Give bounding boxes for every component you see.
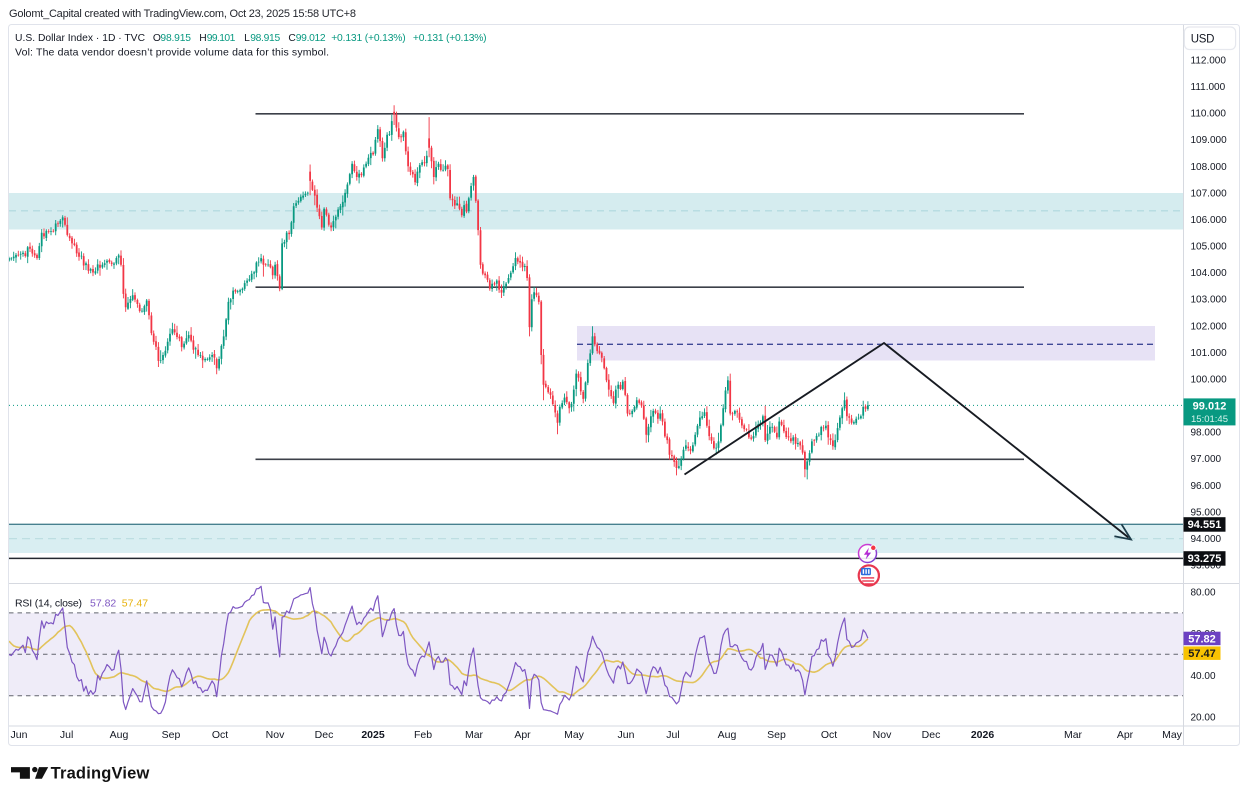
svg-text:99.012: 99.012 [296,33,326,44]
svg-text:98.915: 98.915 [160,33,191,44]
svg-text:99.012: 99.012 [1193,401,1227,413]
svg-text:108.000: 108.000 [1191,162,1228,173]
svg-text:93.000: 93.000 [1191,561,1222,572]
svg-text:Feb: Feb [414,729,432,741]
svg-text:2025: 2025 [361,729,385,741]
svg-text:102.000: 102.000 [1191,321,1228,332]
svg-text:C: C [288,33,296,44]
svg-text:Jul: Jul [666,729,679,741]
svg-text:Apr: Apr [1117,729,1134,741]
svg-text:Aug: Aug [110,729,129,741]
svg-text:110.000: 110.000 [1191,109,1227,120]
svg-text:Jun: Jun [11,729,28,741]
svg-text:O: O [153,33,161,44]
svg-text:96.000: 96.000 [1191,481,1222,492]
svg-text:Nov: Nov [873,729,892,741]
svg-text:Sep: Sep [162,729,181,741]
svg-text:20.00: 20.00 [1191,713,1216,724]
svg-text:Golomt_Capital created with Tr: Golomt_Capital created with TradingView.… [9,8,356,20]
svg-text:2026: 2026 [971,729,995,741]
svg-text:98.915: 98.915 [250,33,280,44]
svg-text:USD: USD [1191,34,1214,46]
svg-text:U.S. Dollar Index · 1D · TVC: U.S. Dollar Index · 1D · TVC [15,33,146,44]
svg-text:99.101: 99.101 [207,33,236,44]
svg-text:57.47: 57.47 [122,598,148,610]
svg-text:Jun: Jun [618,729,635,741]
svg-text:15:01:45: 15:01:45 [1191,414,1228,425]
svg-text:101.000: 101.000 [1191,348,1228,359]
svg-text:95.000: 95.000 [1191,507,1222,518]
svg-text:40.00: 40.00 [1191,671,1216,682]
svg-text:+0.131 (+0.13%): +0.131 (+0.13%) [413,33,487,44]
svg-text:Mar: Mar [1064,729,1083,741]
svg-text:Oct: Oct [821,729,837,741]
svg-text:107.000: 107.000 [1191,188,1228,199]
svg-text:Vol: The data vendor doesn’t p: Vol: The data vendor doesn’t provide vol… [15,47,329,59]
svg-text:Jul: Jul [60,729,73,741]
svg-text:Dec: Dec [315,729,334,741]
svg-text:Mar: Mar [465,729,484,741]
svg-text:57.82: 57.82 [1188,633,1216,645]
svg-text:112.000: 112.000 [1191,56,1227,67]
svg-text:+0.131 (+0.13%): +0.131 (+0.13%) [331,33,406,44]
svg-text:98.000: 98.000 [1191,428,1222,439]
svg-text:109.000: 109.000 [1191,135,1228,146]
svg-text:97.000: 97.000 [1191,454,1222,465]
svg-text:L: L [244,33,250,44]
svg-text:Dec: Dec [922,729,941,741]
svg-text:93.275: 93.275 [1188,553,1222,565]
svg-text:106.000: 106.000 [1191,215,1228,226]
svg-text:Sep: Sep [767,729,786,741]
svg-text:103.000: 103.000 [1191,295,1228,306]
svg-text:Oct: Oct [212,729,228,741]
svg-text:80.00: 80.00 [1191,588,1216,599]
svg-text:May: May [1162,729,1183,741]
svg-text:RSI (14, close): RSI (14, close) [15,598,82,610]
svg-text:57.82: 57.82 [90,598,116,610]
svg-text:105.000: 105.000 [1191,242,1228,253]
svg-text:Apr: Apr [514,729,531,741]
svg-text:111.000: 111.000 [1191,82,1226,93]
svg-text:94.551: 94.551 [1188,519,1222,531]
svg-text:TradingView: TradingView [51,765,150,783]
svg-text:57.47: 57.47 [1188,648,1216,660]
svg-text:100.000: 100.000 [1191,375,1228,386]
svg-text:Nov: Nov [266,729,285,741]
svg-text:May: May [564,729,585,741]
svg-text:H: H [199,33,206,44]
svg-text:Aug: Aug [718,729,737,741]
svg-text:94.000: 94.000 [1191,534,1222,545]
svg-text:104.000: 104.000 [1191,268,1228,279]
